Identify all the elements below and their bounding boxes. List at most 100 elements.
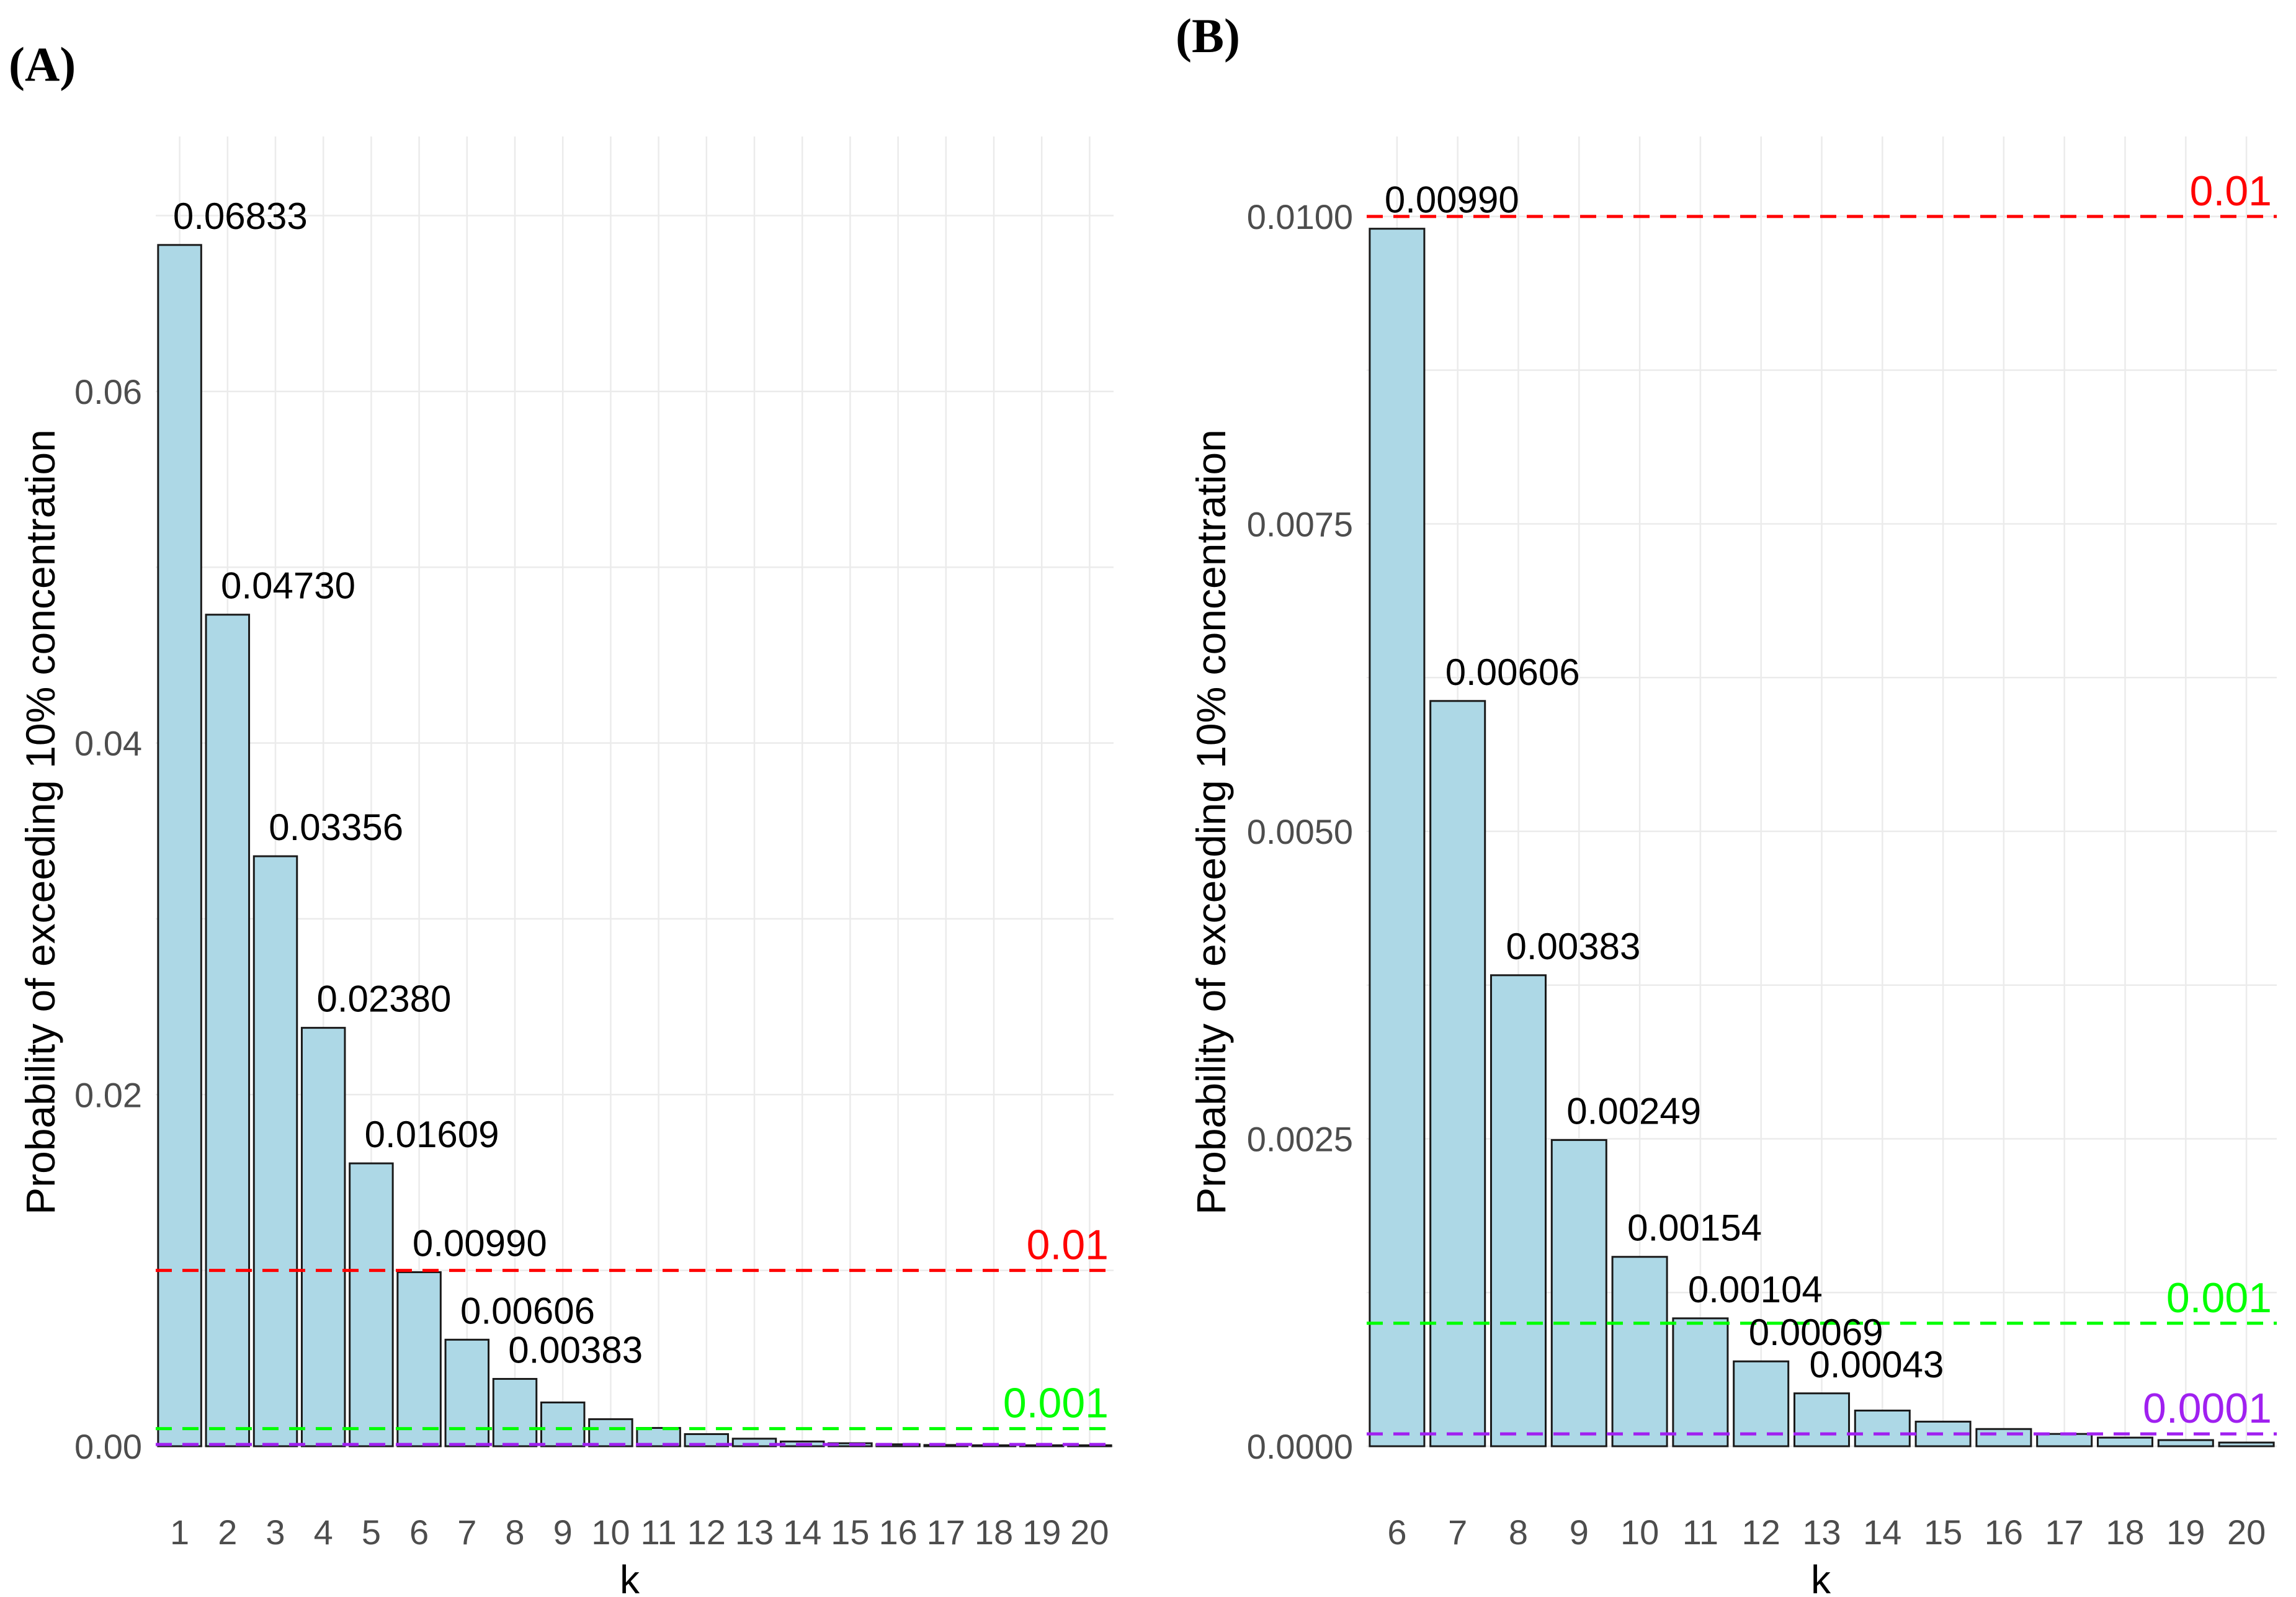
- b-ref-line-label: 0.001: [2166, 1274, 2272, 1322]
- a-x-tick-label: 8: [505, 1513, 524, 1552]
- b-value-label: 0.00990: [1385, 179, 1519, 221]
- a-x-tick-label: 1: [170, 1513, 189, 1552]
- b-bar: [1611, 1256, 1668, 1447]
- a-x-tick-label: 2: [218, 1513, 237, 1552]
- a-bar: [300, 1027, 346, 1447]
- b-bar: [2036, 1433, 2093, 1447]
- a-x-tick-label: 9: [553, 1513, 573, 1552]
- a-value-label: 0.04730: [221, 565, 355, 607]
- b-value-label: 0.00606: [1445, 651, 1580, 693]
- b-y-tick-label: 0.0100: [1247, 197, 1353, 236]
- b-x-tick-label: 20: [2227, 1513, 2266, 1552]
- b-x-tick-label: 16: [1985, 1513, 2023, 1552]
- b-bar: [1672, 1317, 1729, 1447]
- b-x-tick-label: 7: [1448, 1513, 1467, 1552]
- b-x-tick-label: 12: [1742, 1513, 1780, 1552]
- b-bar: [1975, 1428, 2032, 1447]
- panel-a-reference-lines: 0.01 0.001: [156, 1222, 1114, 1446]
- b-bar: [2096, 1436, 2154, 1447]
- a-x-tick-label: 20: [1070, 1513, 1109, 1552]
- a-x-tick-label: 19: [1022, 1513, 1061, 1552]
- b-x-tick-label: 9: [1570, 1513, 1589, 1552]
- b-y-tick-label: 0.0075: [1247, 504, 1353, 544]
- panel-b-reference-lines: 0.01 0.001 0.0001: [1367, 168, 2277, 1436]
- b-bar: [1550, 1138, 1607, 1447]
- b-x-tick-label: 18: [2106, 1513, 2144, 1552]
- a-value-label: 0.01609: [365, 1114, 499, 1155]
- a-bar: [396, 1271, 442, 1447]
- panel-a-y-axis-title: Probability of exceeding 10% concentrati…: [17, 429, 63, 1215]
- b-bar: [1854, 1410, 1911, 1447]
- panel-a-bars: [157, 244, 1112, 1447]
- b-bar: [2218, 1441, 2275, 1447]
- a-x-tick-label: 15: [831, 1513, 869, 1552]
- b-value-label: 0.00069: [1749, 1312, 1883, 1353]
- b-y-tick-label: 0.0000: [1247, 1427, 1353, 1466]
- a-bar: [540, 1401, 586, 1447]
- a-value-label: 0.02380: [316, 978, 451, 1020]
- a-bar: [588, 1418, 633, 1447]
- panel-b-value-labels: 0.00990 0.00606 0.00383 0.00249 0.00154 0.001…: [1385, 179, 1944, 1385]
- panel-a-x-axis-title: k: [620, 1557, 640, 1597]
- a-y-tick-label: 0.04: [74, 724, 142, 763]
- a-x-tick-label: 6: [409, 1513, 429, 1552]
- panel-b-bars: [1369, 228, 2275, 1447]
- panel-a-y-ticks: 0.00 0.02 0.04 0.06: [74, 372, 142, 1466]
- a-value-label: 0.03356: [269, 807, 403, 848]
- a-x-tick-label: 18: [975, 1513, 1013, 1552]
- a-x-tick-label: 10: [591, 1513, 630, 1552]
- panel-b-x-axis-title: k: [1811, 1557, 1831, 1597]
- a-bar: [205, 614, 251, 1447]
- a-value-label: 0.00383: [508, 1329, 643, 1371]
- a-value-label: 0.00606: [460, 1290, 595, 1331]
- b-x-tick-label: 13: [1802, 1513, 1841, 1552]
- panel-a-label: (A): [9, 37, 76, 91]
- panel-a-value-labels: 0.06833 0.04730 0.03356 0.02380 0.01609 0.009…: [173, 195, 643, 1371]
- b-value-label: 0.00249: [1566, 1090, 1701, 1132]
- b-ref-line-label: 0.01: [2190, 168, 2272, 215]
- b-bar: [1793, 1392, 1851, 1447]
- b-bar: [1369, 228, 1426, 1447]
- panel-a-grid: [156, 136, 1114, 1447]
- a-y-tick-label: 0.06: [74, 372, 142, 411]
- b-y-tick-label: 0.0050: [1247, 812, 1353, 851]
- a-ref-line-label: 0.001: [1003, 1380, 1109, 1427]
- a-ref-line-label: 0.01: [1027, 1222, 1109, 1269]
- a-x-tick-label: 13: [735, 1513, 774, 1552]
- a-x-tick-label: 16: [878, 1513, 917, 1552]
- a-x-tick-label: 14: [783, 1513, 821, 1552]
- panel-a-x-ticks: 1 2 3 4 5 6 7 8 9 10 11 12 13 14 15 16 17 18 19 20: [170, 1513, 1109, 1552]
- a-x-tick-label: 7: [457, 1513, 476, 1552]
- b-x-tick-label: 10: [1620, 1513, 1659, 1552]
- panel-a: (A) 0.010.001 0.068330.047300.033560.023…: [9, 37, 1114, 1597]
- panel-b-label: (B): [1176, 9, 1240, 63]
- b-x-tick-label: 19: [2166, 1513, 2205, 1552]
- panel-b-y-ticks: 0.0000 0.0025 0.0050 0.0075 0.0100: [1247, 197, 1353, 1466]
- a-y-tick-label: 0.02: [74, 1075, 142, 1114]
- a-x-tick-label: 3: [266, 1513, 285, 1552]
- b-x-tick-label: 14: [1863, 1513, 1901, 1552]
- b-x-tick-label: 17: [2045, 1513, 2084, 1552]
- a-x-tick-label: 5: [362, 1513, 381, 1552]
- a-x-tick-label: 4: [314, 1513, 333, 1552]
- b-bar: [1733, 1360, 1790, 1447]
- b-value-label: 0.00154: [1627, 1207, 1762, 1249]
- b-x-tick-label: 15: [1924, 1513, 1962, 1552]
- b-value-label: 0.00383: [1506, 926, 1640, 967]
- b-bar: [1429, 700, 1486, 1447]
- b-y-tick-label: 0.0025: [1247, 1119, 1353, 1158]
- panel-b-x-ticks: 6 7 8 9 10 11 12 13 14 15 16 17 18 19 20: [1387, 1513, 2266, 1552]
- a-y-tick-label: 0.00: [74, 1427, 142, 1466]
- b-x-tick-label: 11: [1682, 1513, 1718, 1552]
- a-x-tick-label: 11: [641, 1513, 677, 1552]
- b-bar: [2157, 1439, 2214, 1447]
- a-bar: [492, 1377, 538, 1447]
- panel-b: (B) 0.01 0.001 0.0001 0.00990 0.00606 0.0038…: [1176, 9, 2277, 1597]
- a-x-tick-label: 17: [927, 1513, 965, 1552]
- a-value-label: 0.00990: [413, 1222, 547, 1264]
- a-value-label: 0.06833: [173, 195, 308, 237]
- a-bar: [444, 1338, 490, 1447]
- b-x-tick-label: 8: [1509, 1513, 1528, 1552]
- b-value-label: 0.00043: [1809, 1344, 1944, 1385]
